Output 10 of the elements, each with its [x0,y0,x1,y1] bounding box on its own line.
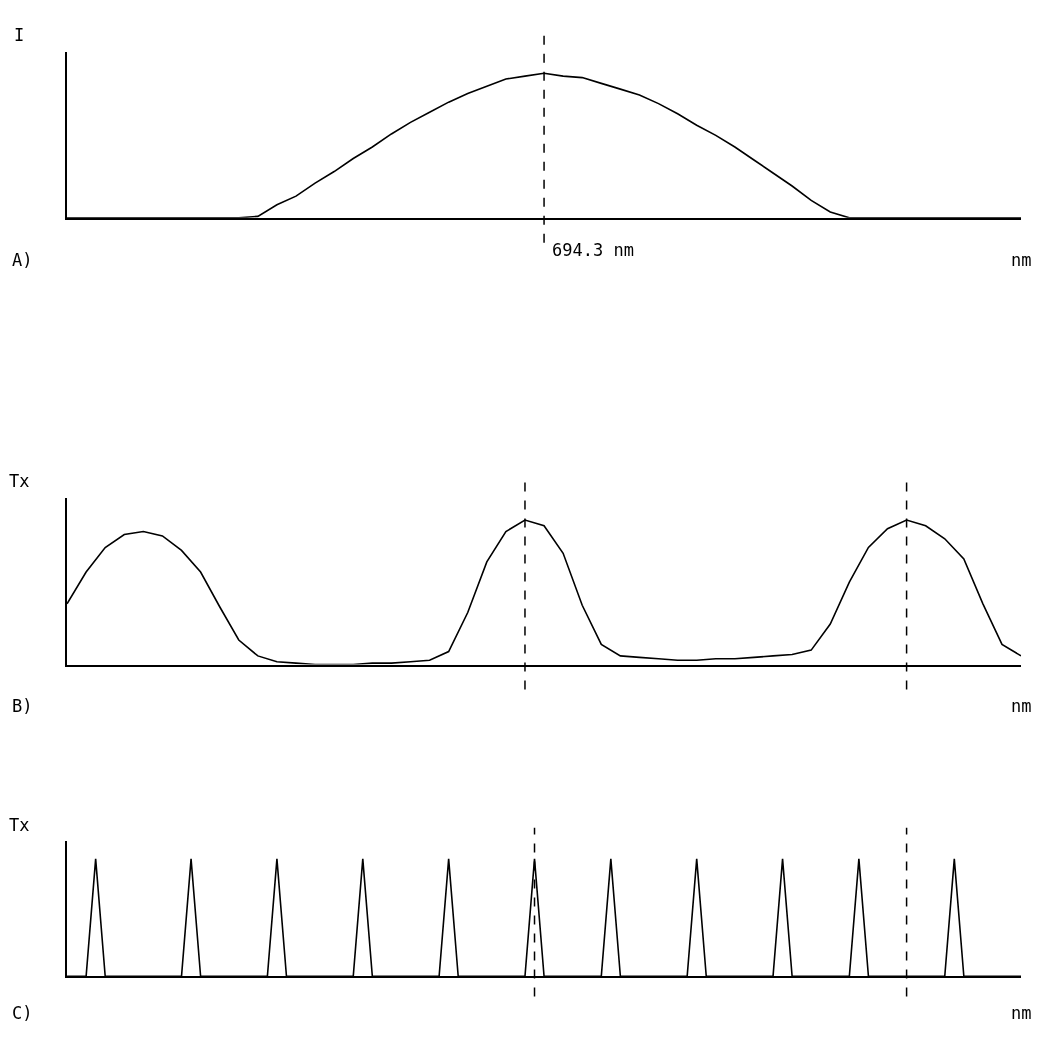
y-axis-title: Tx [9,815,30,835]
y-axis-title: Tx [9,471,30,491]
text: C) [12,1003,33,1023]
text: B) [12,696,33,716]
x-axis-title: nm [1011,1003,1032,1023]
text: 694.3 nm [552,240,634,260]
x-axis-title: nm [1011,250,1032,270]
x-axis-title: nm [1011,696,1032,716]
text: A) [12,250,33,270]
y-axis-title: I [14,25,25,45]
